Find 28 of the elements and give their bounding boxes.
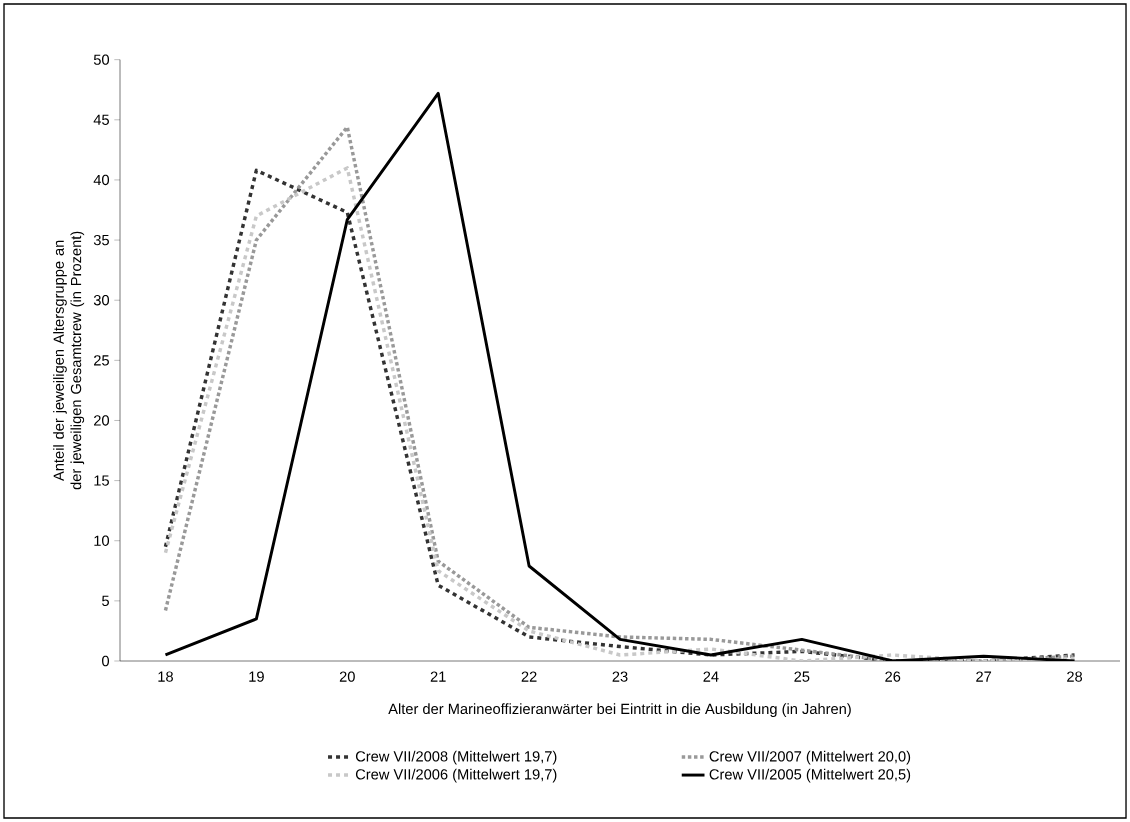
legend-label: Crew VII/2007 (Mittelwert 20,0) xyxy=(709,750,911,765)
x-tick-label: 23 xyxy=(612,671,628,682)
x-tick-label: 18 xyxy=(158,671,173,682)
legend-label: Crew VII/2008 (Mittelwert 19,7) xyxy=(355,750,557,765)
y-tick-label: 5 xyxy=(102,595,109,606)
y-tick-label: 30 xyxy=(93,295,110,306)
x-tick-label: 22 xyxy=(521,671,537,682)
x-tick-label: 20 xyxy=(339,671,355,682)
y-axis-title: Anteil der jeweiligen Altersgruppe an der jeweiligen Gesamtcrew (in Prozent) xyxy=(53,231,85,490)
x-tick-label: 21 xyxy=(430,671,446,682)
y-tick-label: 20 xyxy=(94,415,110,426)
y-tick-label: 15 xyxy=(94,475,109,486)
x-tick-label: 25 xyxy=(794,671,810,682)
x-tick-label: 28 xyxy=(1067,671,1083,682)
legend-label: Crew VII/2006 (Mittelwert 19,7) xyxy=(355,768,557,783)
y-tick-label: 40 xyxy=(93,174,110,186)
x-tick-label: 27 xyxy=(976,671,992,682)
y-tick-label: 50 xyxy=(93,54,110,65)
x-tick-label: 26 xyxy=(885,671,901,682)
y-tick-label: 35 xyxy=(93,234,109,246)
y-tick-label: 0 xyxy=(102,655,110,667)
y-tick-label: 45 xyxy=(93,114,109,125)
y-tick-label: 10 xyxy=(94,535,110,546)
x-tick-label: 19 xyxy=(249,671,264,682)
x-tick-label: 24 xyxy=(703,671,719,682)
x-axis-title: Alter der Marineoffizieranwärter bei Eintritt in die Ausbildung (in Jahren) xyxy=(388,703,851,717)
y-tick-label: 25 xyxy=(94,355,109,366)
legend-label: Crew VII/2005 (Mittelwert 20,5) xyxy=(709,768,911,783)
